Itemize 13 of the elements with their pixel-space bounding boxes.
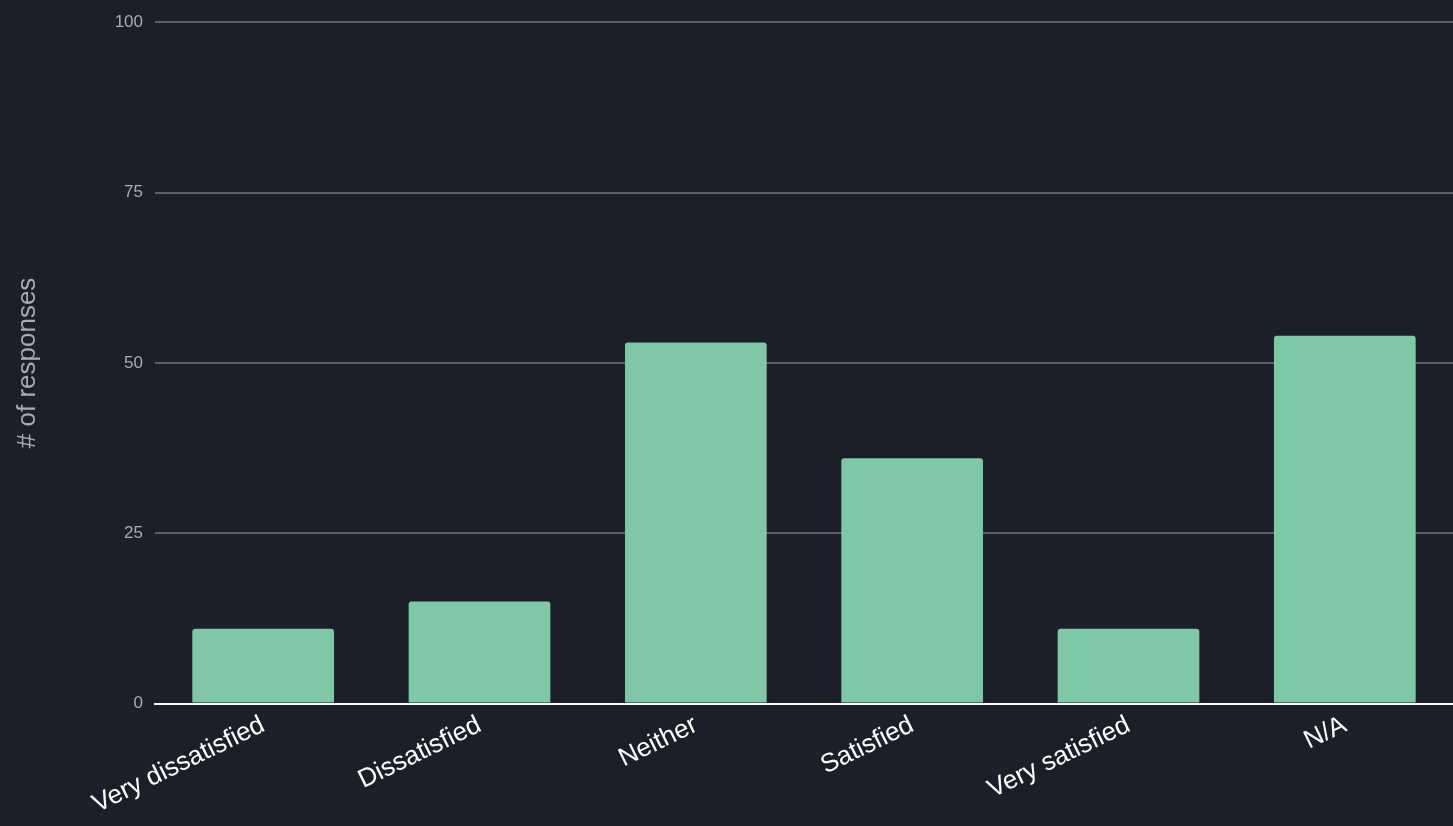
bar: [408, 601, 551, 703]
bar: [841, 458, 984, 703]
bar: [192, 628, 335, 703]
y-tick-label: 25: [124, 522, 143, 542]
y-tick-label: 50: [124, 352, 143, 372]
y-tick-label: 75: [124, 182, 143, 202]
x-tick-label: N/A: [1298, 708, 1352, 755]
y-tick-label: 100: [114, 11, 143, 31]
y-axis-title: # of responses: [10, 277, 41, 449]
y-tick-label: 0: [133, 693, 143, 713]
bar: [1057, 628, 1200, 703]
bar: [1273, 335, 1416, 703]
bar: [624, 342, 767, 703]
